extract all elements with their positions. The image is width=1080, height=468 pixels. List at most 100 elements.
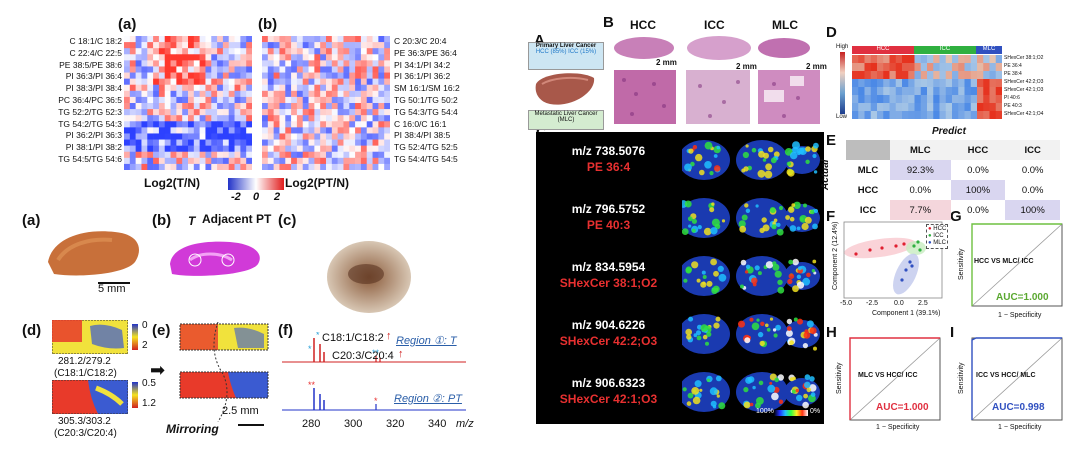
heatmap-cell: [158, 36, 166, 43]
heatmap-cell: [320, 139, 327, 146]
heatmap-cell: [153, 72, 160, 79]
heatmap-cell: [355, 78, 362, 86]
heatmap-cell: [360, 115, 368, 122]
heatmap-cell: [372, 145, 379, 153]
heatmap-D-cell: [902, 87, 909, 96]
msi-lipid-label: SHexCer 42:1;O3: [559, 392, 658, 406]
heatmap-cell: [291, 109, 298, 116]
heatmap-cell: [349, 157, 356, 165]
heatmap-left-row-label: C 18:1/C 18:2: [69, 36, 122, 46]
colorbar-2-top: 0.5: [142, 378, 156, 389]
msi-pixel: [774, 377, 779, 383]
heatmap-cell: [141, 157, 148, 165]
heatmap-cell: [193, 145, 200, 153]
heatmap-cell: [211, 72, 218, 79]
heatmap-cell: [291, 42, 298, 49]
heatmap-cell: [211, 103, 218, 110]
heatmap-cell: [240, 72, 247, 79]
heatmap-D-cell: [870, 87, 878, 96]
heatmap-cell: [320, 115, 327, 122]
roc-G-auc: AUC=1.000: [996, 292, 1049, 303]
heatmap-cell: [360, 127, 368, 134]
heatmap-cell: [246, 78, 252, 86]
heatmap-cell: [296, 163, 304, 170]
msi-pixel: [787, 278, 793, 285]
t-label: T: [188, 214, 196, 228]
heatmap-cell: [331, 139, 338, 146]
heatmap-D-cell: [983, 103, 990, 112]
heatmap-cell: [147, 48, 154, 55]
heatmap-cell: [170, 60, 177, 67]
heatmap-cell: [158, 54, 166, 61]
heatmap-cell: [285, 145, 292, 153]
heatmap-cell: [124, 121, 131, 128]
msi-pixel: [751, 277, 758, 284]
msi-pixel: [682, 387, 687, 392]
msi-pixel: [709, 207, 715, 213]
heatmap-cell: [366, 72, 373, 79]
heatmap-cell: [222, 151, 230, 159]
panel-label-a-top: (a): [118, 16, 137, 33]
heatmap-cell: [240, 36, 247, 43]
heatmap-cell: [326, 42, 333, 49]
heatmap-cell: [158, 157, 166, 165]
msi-pixel: [810, 209, 815, 215]
msi-pixel: [795, 388, 799, 393]
msi-pixel: [793, 201, 801, 209]
heatmap-cell: [124, 78, 131, 86]
heatmap-cell: [349, 42, 356, 49]
msi-pixel: [759, 227, 765, 234]
heatmap-cell: [217, 42, 224, 49]
msi-pixel: [759, 340, 765, 347]
msi-row: m/z 906.6323 SHexCer 42:1;O3: [536, 364, 681, 422]
heatmap-cell: [384, 133, 390, 140]
heatmap-cell: [164, 145, 171, 153]
msi-tissue: [784, 262, 820, 290]
heatmap-cell: [273, 90, 280, 98]
heatmap-cell: [273, 60, 280, 67]
heatmap-cell: [360, 109, 368, 116]
heatmap-cell: [326, 139, 333, 146]
msi-pixel: [701, 270, 706, 275]
msi-pixel: [757, 331, 764, 338]
table-cell: 0.0%: [967, 204, 989, 216]
panel-label-G: G: [950, 208, 962, 225]
heatmap-cell: [147, 115, 154, 122]
heatmap-cell: [331, 96, 338, 104]
heatmap-cell: [176, 84, 183, 92]
heatmap-cell: [188, 96, 195, 104]
heatmap-cell: [337, 36, 344, 43]
heatmap-cell: [320, 121, 327, 128]
heatmap-cell: [378, 121, 385, 128]
msi-row: m/z 834.5954 SHexCer 38:1;O2: [536, 248, 681, 306]
heatmap-cell: [188, 103, 195, 110]
heatmap-cell: [320, 127, 327, 134]
heatmap-cell: [170, 103, 177, 110]
heatmap-cell: [262, 36, 269, 43]
heatmap-cell: [129, 121, 136, 128]
heatmap-cell: [326, 103, 333, 110]
heatmap-cell: [326, 151, 333, 159]
msi-pixel: [705, 341, 709, 346]
table-cell: 0.0%: [967, 164, 989, 176]
msi-pixel: [765, 261, 774, 269]
heatmap-cell: [262, 42, 269, 49]
heatmap-cell: [217, 151, 224, 159]
heatmap-left-row-label: PI 38:3/PI 38:4: [65, 83, 122, 94]
heatmap-cell: [158, 163, 166, 170]
heatmap-D-cell: [952, 63, 959, 72]
heatmap-cell: [164, 139, 171, 146]
heatmap-cell: [193, 103, 200, 110]
heatmap-cell: [267, 127, 274, 134]
heatmap-cell: [372, 66, 379, 73]
heatmap-D-cell: [927, 63, 934, 72]
mz-tick-280: 280: [302, 418, 321, 430]
msi-pixel: [688, 148, 694, 154]
heatmap-cell: [228, 103, 235, 110]
msi-pixel: [813, 208, 819, 214]
panel-label-E: E: [826, 132, 837, 149]
heatmap-cell: [193, 72, 200, 79]
heatmap-cell: [188, 48, 195, 55]
heatmap-cell: [262, 90, 269, 98]
heatmap-cell: [372, 72, 379, 79]
